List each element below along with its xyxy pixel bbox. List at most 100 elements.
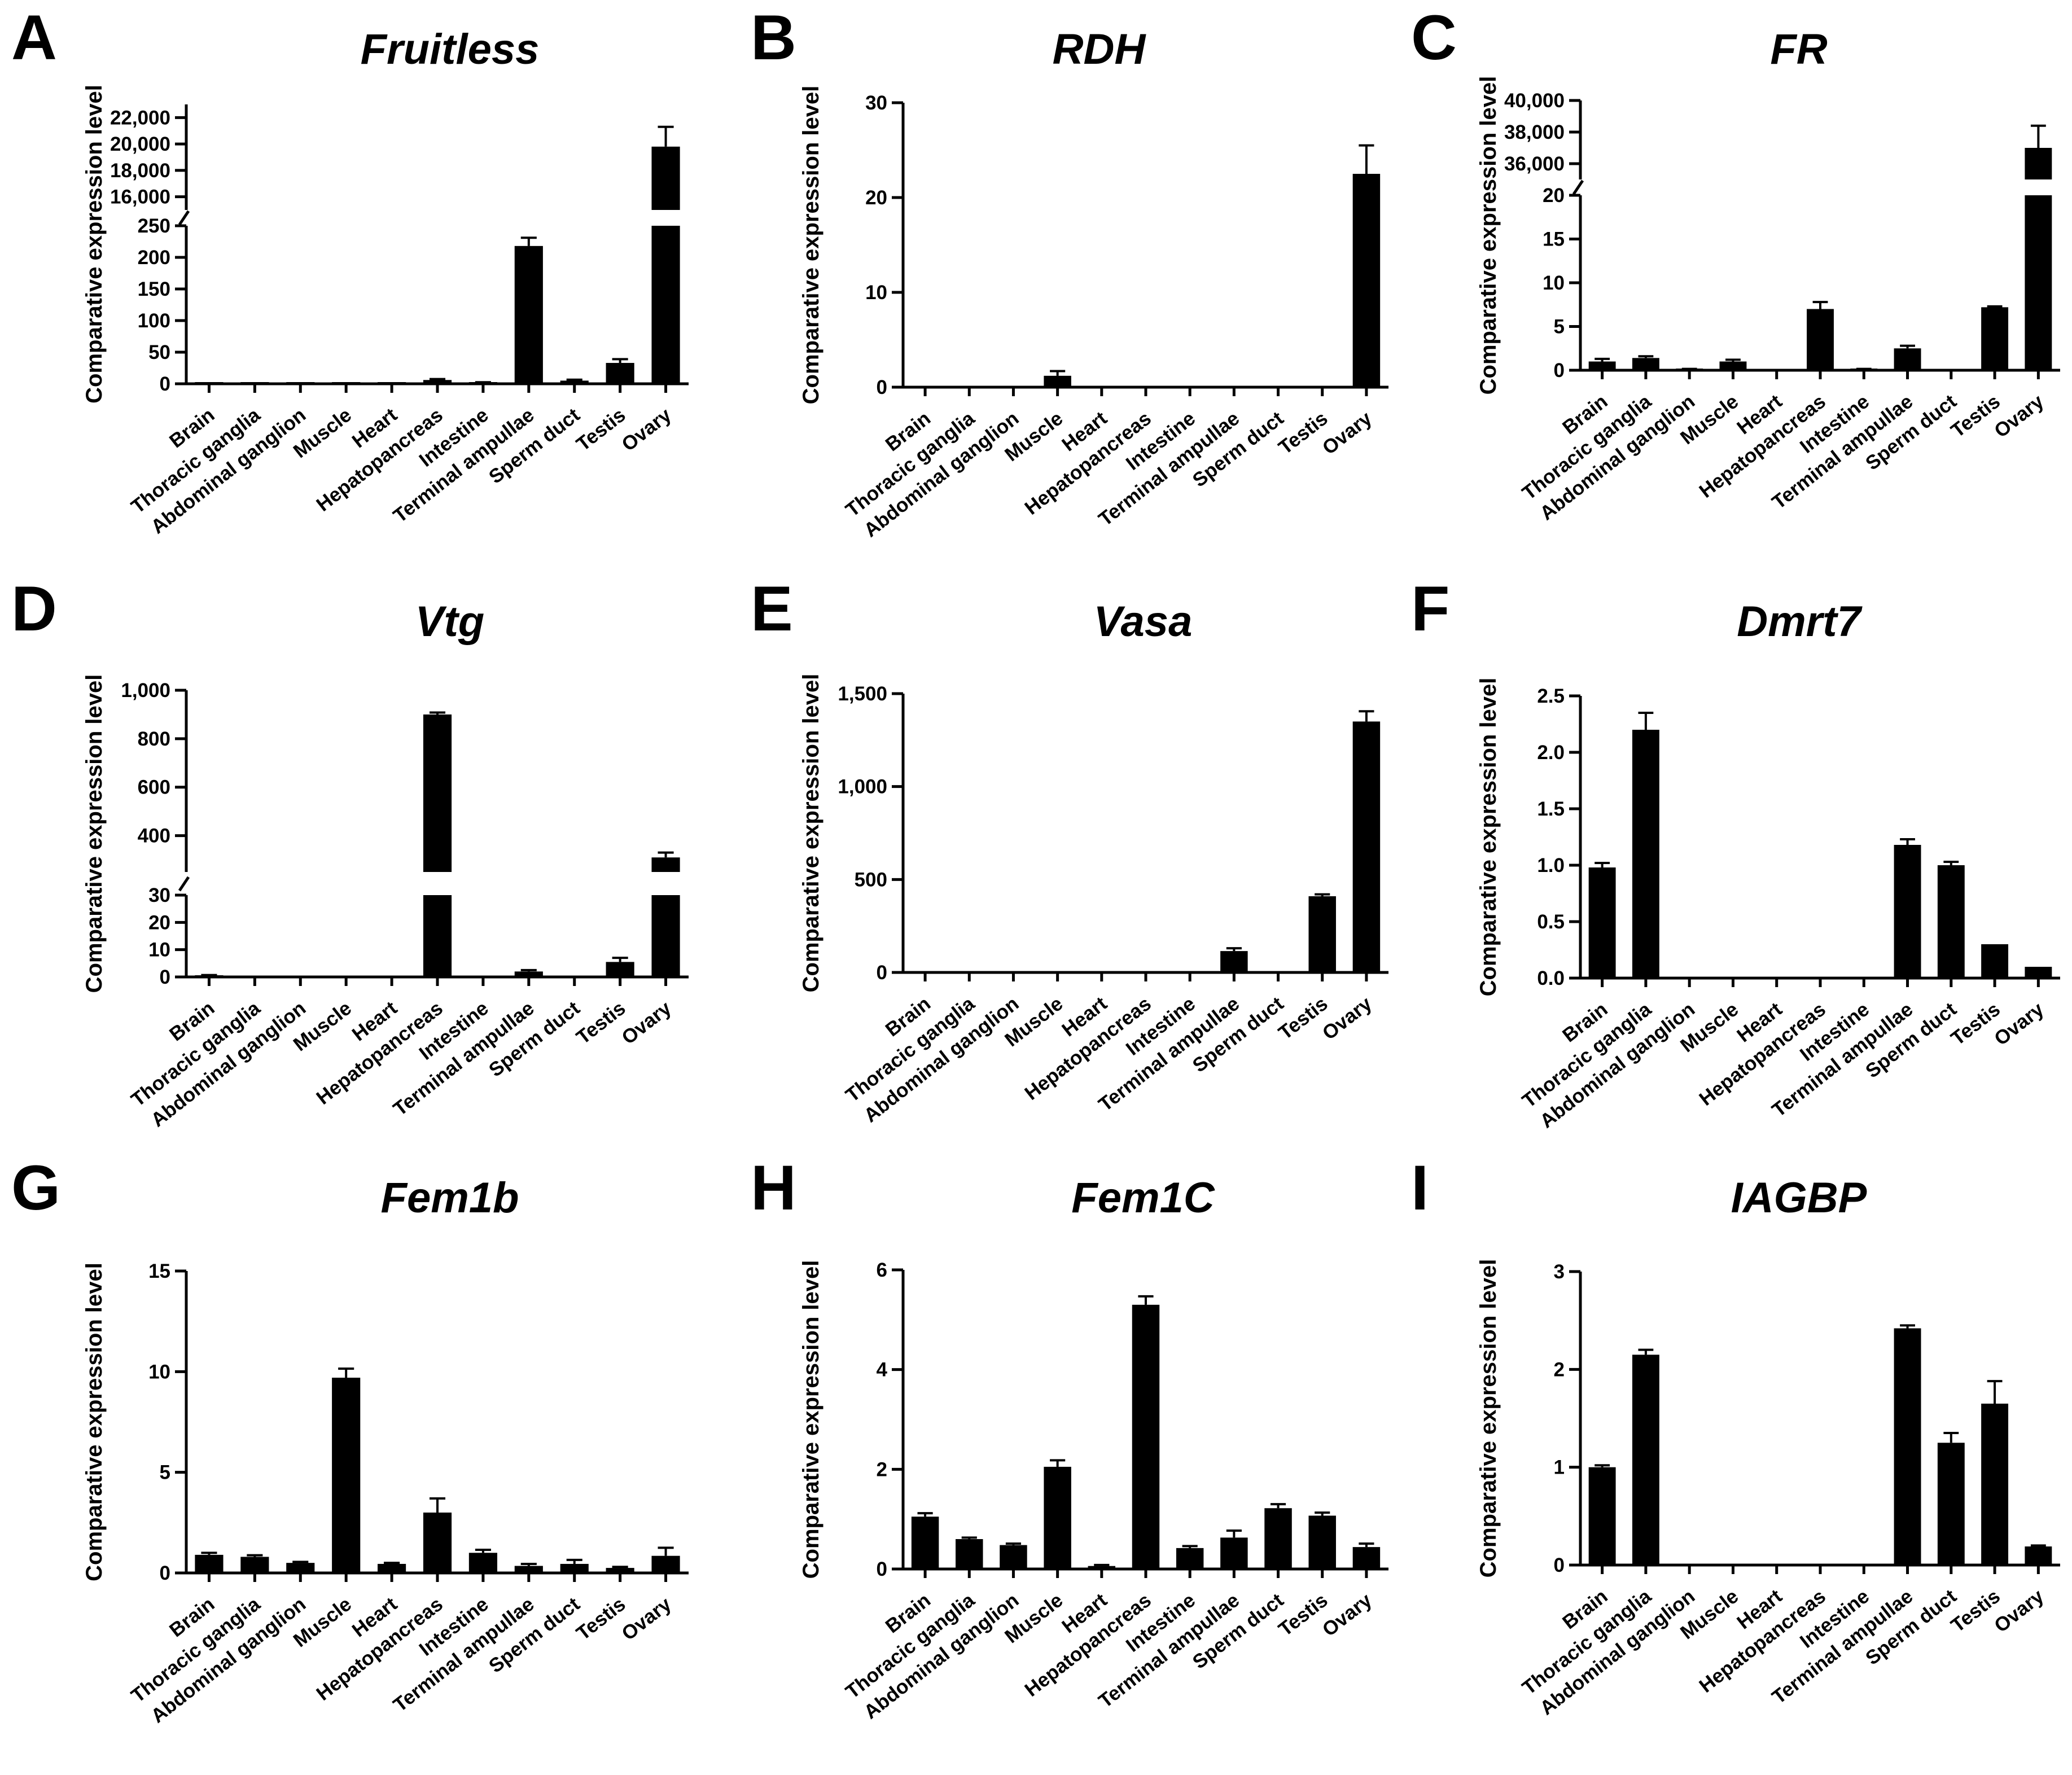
panel-letter: G <box>11 1152 60 1223</box>
x-category-label: Ovary <box>1990 998 2048 1050</box>
y-tick-label: 2 <box>877 1458 887 1480</box>
y-tick-label: 0 <box>877 1558 887 1580</box>
y-tick-label: 0 <box>1554 1554 1565 1576</box>
bar <box>911 1517 939 1569</box>
bar <box>1588 361 1616 370</box>
y-tick-label: 400 <box>138 825 170 847</box>
y-tick-label: 15 <box>148 1260 170 1282</box>
bar <box>1352 1547 1381 1569</box>
bar <box>332 1378 361 1573</box>
chart-title: FR <box>1770 25 1827 73</box>
bar <box>606 962 634 977</box>
panel-letter: B <box>751 2 796 73</box>
y-tick-label: 0.0 <box>1537 967 1565 989</box>
axis-break-mark <box>178 210 190 226</box>
bar <box>651 895 680 977</box>
bar <box>1044 375 1071 387</box>
y-tick-label: 150 <box>138 278 170 300</box>
chart-title: IAGBP <box>1731 1174 1867 1222</box>
y-tick-label: 20 <box>148 911 170 933</box>
x-category-label: Testis <box>1274 407 1332 459</box>
bar <box>560 380 589 384</box>
bar <box>606 1568 634 1573</box>
chart-title: Fem1C <box>1071 1174 1215 1222</box>
y-tick-label: 6 <box>877 1259 887 1281</box>
y-tick-label: 250 <box>138 215 170 237</box>
y-tick-label: 2.0 <box>1537 742 1565 764</box>
y-axis-label: Comparative expression level <box>82 674 107 993</box>
chart-title: Dmrt7 <box>1737 598 1863 646</box>
y-axis-label: Comparative expression level <box>1476 76 1501 395</box>
bar <box>1937 1443 1965 1565</box>
panel-g: G Fem1b Comparative expression level 0 5 10 15… <box>11 1152 689 1727</box>
y-tick-label: 1.5 <box>1537 798 1565 820</box>
bar <box>1632 1355 1659 1565</box>
bar <box>378 1563 406 1573</box>
y-tick-label: 20,000 <box>110 133 170 155</box>
bar <box>423 895 452 977</box>
y-tick-label: 30 <box>865 92 887 114</box>
chart-title: Vasa <box>1094 598 1193 646</box>
bar <box>240 1557 269 1573</box>
bar <box>1352 174 1381 387</box>
bar <box>1308 896 1336 972</box>
bar <box>2025 967 2052 978</box>
bar <box>1894 348 1921 370</box>
bar-upper-segment <box>651 146 680 210</box>
y-tick-label: 0.5 <box>1537 911 1565 933</box>
bar <box>1894 845 1921 978</box>
y-tick-label: 30 <box>148 884 170 906</box>
x-category-label: Testis <box>1947 1585 2004 1637</box>
bar <box>1176 1548 1204 1569</box>
y-axis-label: Comparative expression level <box>82 1263 107 1581</box>
y-tick-label: 1,500 <box>838 683 887 705</box>
y-tick-label: 0 <box>1554 360 1565 382</box>
bar <box>1981 307 2009 370</box>
bar <box>2025 195 2052 370</box>
x-category-label: Testis <box>1947 391 2004 442</box>
bar <box>1588 1467 1616 1565</box>
bar <box>1264 1508 1292 1569</box>
y-tick-label: 5 <box>1554 316 1565 338</box>
y-tick-label: 10 <box>1543 272 1565 294</box>
bar <box>423 1513 452 1573</box>
y-tick-label: 600 <box>138 777 170 799</box>
y-tick-label: 1,000 <box>838 776 887 798</box>
y-tick-label: 36,000 <box>1504 153 1565 175</box>
y-tick-label: 10 <box>148 939 170 961</box>
y-tick-label: 4 <box>877 1359 888 1381</box>
y-tick-label: 22,000 <box>110 107 170 129</box>
panel-letter: F <box>1411 573 1449 644</box>
bar <box>514 246 543 384</box>
bar <box>1220 1537 1248 1569</box>
bar <box>1894 1328 1921 1565</box>
bar <box>1308 1515 1336 1569</box>
x-category-label: Testis <box>572 1593 630 1645</box>
bar <box>514 971 543 977</box>
y-tick-label: 20 <box>865 187 887 209</box>
y-tick-label: 18,000 <box>110 160 170 182</box>
bar <box>195 1554 224 1573</box>
y-tick-label: 0 <box>160 966 170 988</box>
chart-title: RDH <box>1053 25 1147 73</box>
x-category-label: Testis <box>1947 998 2004 1050</box>
y-tick-label: 800 <box>138 728 170 750</box>
panel-letter: D <box>11 573 57 644</box>
y-axis-label: Comparative expression level <box>799 674 823 993</box>
y-tick-label: 20 <box>1543 185 1565 207</box>
panel-letter: E <box>751 573 793 644</box>
axis-break-mark <box>1572 179 1584 195</box>
bar <box>606 363 634 384</box>
bar <box>1632 730 1659 978</box>
bar <box>560 1563 589 1573</box>
y-tick-label: 15 <box>1543 229 1565 251</box>
y-axis-label: Comparative expression level <box>1476 1259 1501 1578</box>
y-tick-label: 3 <box>1554 1261 1565 1283</box>
bar <box>1088 1566 1116 1569</box>
bar <box>1719 361 1747 370</box>
y-tick-label: 0 <box>160 1562 170 1584</box>
